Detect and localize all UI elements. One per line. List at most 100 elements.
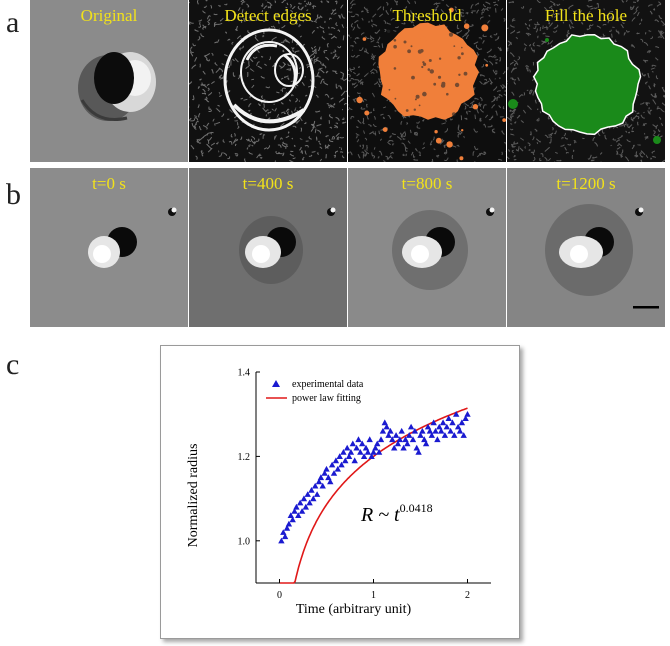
- tile-label: t=800 s: [401, 174, 453, 193]
- data-point: [441, 432, 449, 438]
- data-point: [443, 423, 450, 430]
- power-law-annotation: R ~ t0.0418: [360, 501, 433, 526]
- microscopy-image: [189, 168, 347, 327]
- data-point: [302, 503, 309, 510]
- panel-a-tile: Detect edges: [189, 0, 347, 162]
- data-point: [368, 453, 375, 459]
- panel-a-tile: Fill the hole: [507, 0, 665, 162]
- data-point: [372, 444, 379, 451]
- data-point: [300, 495, 308, 502]
- data-point: [280, 529, 287, 535]
- tile-label: t=400 s: [242, 174, 294, 193]
- x-tick-label: 1: [371, 590, 376, 601]
- data-point: [413, 444, 420, 451]
- data-point: [334, 465, 341, 472]
- data-point: [421, 436, 428, 443]
- data-point: [398, 427, 405, 434]
- data-point: [289, 516, 296, 523]
- data-point: [355, 436, 362, 443]
- data-point: [383, 423, 390, 430]
- data-point: [359, 440, 366, 447]
- data-point: [297, 499, 304, 506]
- panel-b-tile: t=0 s: [30, 168, 188, 327]
- panel-a-tile: Threshold: [348, 0, 506, 162]
- y-tick-label: 1.0: [238, 536, 251, 547]
- y-axis-label: Normalized radius: [186, 444, 201, 548]
- panel-letter-b: b: [6, 178, 21, 211]
- legend-label-fit: power law fitting: [292, 393, 361, 404]
- data-point: [349, 440, 356, 447]
- data-point: [426, 427, 434, 434]
- data-point: [370, 449, 377, 455]
- data-point: [364, 449, 372, 455]
- tile-label: Fill the hole: [544, 6, 628, 25]
- data-point: [330, 470, 338, 476]
- data-point: [347, 449, 355, 455]
- data-point: [345, 453, 353, 459]
- data-point: [327, 478, 334, 485]
- data-point: [374, 440, 381, 447]
- data-point: [340, 449, 347, 455]
- data-point: [283, 524, 291, 531]
- data-point: [400, 444, 407, 451]
- data-point: [351, 457, 358, 464]
- panel-b-tile: t=800 s: [348, 168, 506, 327]
- data-point: [312, 482, 319, 489]
- data-point: [278, 537, 285, 544]
- data-point: [342, 457, 349, 464]
- tile-label: Original: [80, 6, 138, 25]
- chart-frame: 0 1 2 1.0 1.2 1.4 Time (arbitrary unit) Normali…: [160, 345, 520, 639]
- data-point: [306, 499, 313, 506]
- data-point: [385, 432, 392, 438]
- data-point: [304, 491, 311, 497]
- data-point: [319, 482, 326, 489]
- panel-b-tile: t=400 s: [189, 168, 347, 327]
- microscopy-image: [189, 0, 347, 162]
- panel-a-tile: Original: [30, 0, 188, 162]
- data-point: [332, 457, 340, 464]
- radius-chart: 0 1 2 1.0 1.2 1.4 Time (arbitrary unit) Normali…: [186, 368, 491, 617]
- microscopy-image: [348, 168, 506, 327]
- data-point: [325, 474, 332, 481]
- data-point: [445, 415, 452, 421]
- microscopy-image: [507, 168, 665, 327]
- y-tick-label: 1.2: [238, 452, 251, 463]
- data-point: [396, 436, 403, 443]
- data-point: [454, 423, 462, 430]
- microscopy-image: [348, 0, 506, 162]
- data-point: [409, 436, 417, 443]
- data-point: [281, 533, 289, 540]
- data-point: [438, 427, 445, 434]
- data-point: [381, 419, 388, 426]
- x-tick-label: 0: [277, 590, 282, 601]
- data-point: [291, 508, 298, 514]
- data-point: [424, 423, 432, 430]
- data-point: [449, 419, 456, 426]
- data-point: [389, 436, 396, 443]
- microscopy-image: [30, 0, 188, 162]
- data-point: [439, 419, 447, 426]
- fit-curve: [279, 407, 468, 584]
- data-point: [434, 436, 441, 443]
- data-point: [456, 427, 464, 434]
- tile-label: Threshold: [392, 6, 462, 25]
- data-point: [432, 427, 439, 434]
- data-point: [308, 487, 315, 493]
- microscopy-image: [30, 168, 188, 327]
- data-point: [392, 432, 400, 438]
- data-point: [422, 440, 430, 447]
- data-point: [407, 423, 415, 430]
- data-point: [458, 419, 466, 426]
- data-point: [430, 419, 437, 426]
- data-point: [366, 436, 373, 443]
- data-point: [323, 465, 330, 472]
- tile-label: t=1200 s: [556, 174, 616, 193]
- data-point: [391, 444, 398, 451]
- data-point: [387, 427, 394, 434]
- data-point: [417, 432, 424, 438]
- data-point: [436, 423, 443, 430]
- data-point: [357, 449, 364, 455]
- data-point: [451, 432, 458, 438]
- data-point: [406, 432, 413, 438]
- data-point: [293, 503, 300, 510]
